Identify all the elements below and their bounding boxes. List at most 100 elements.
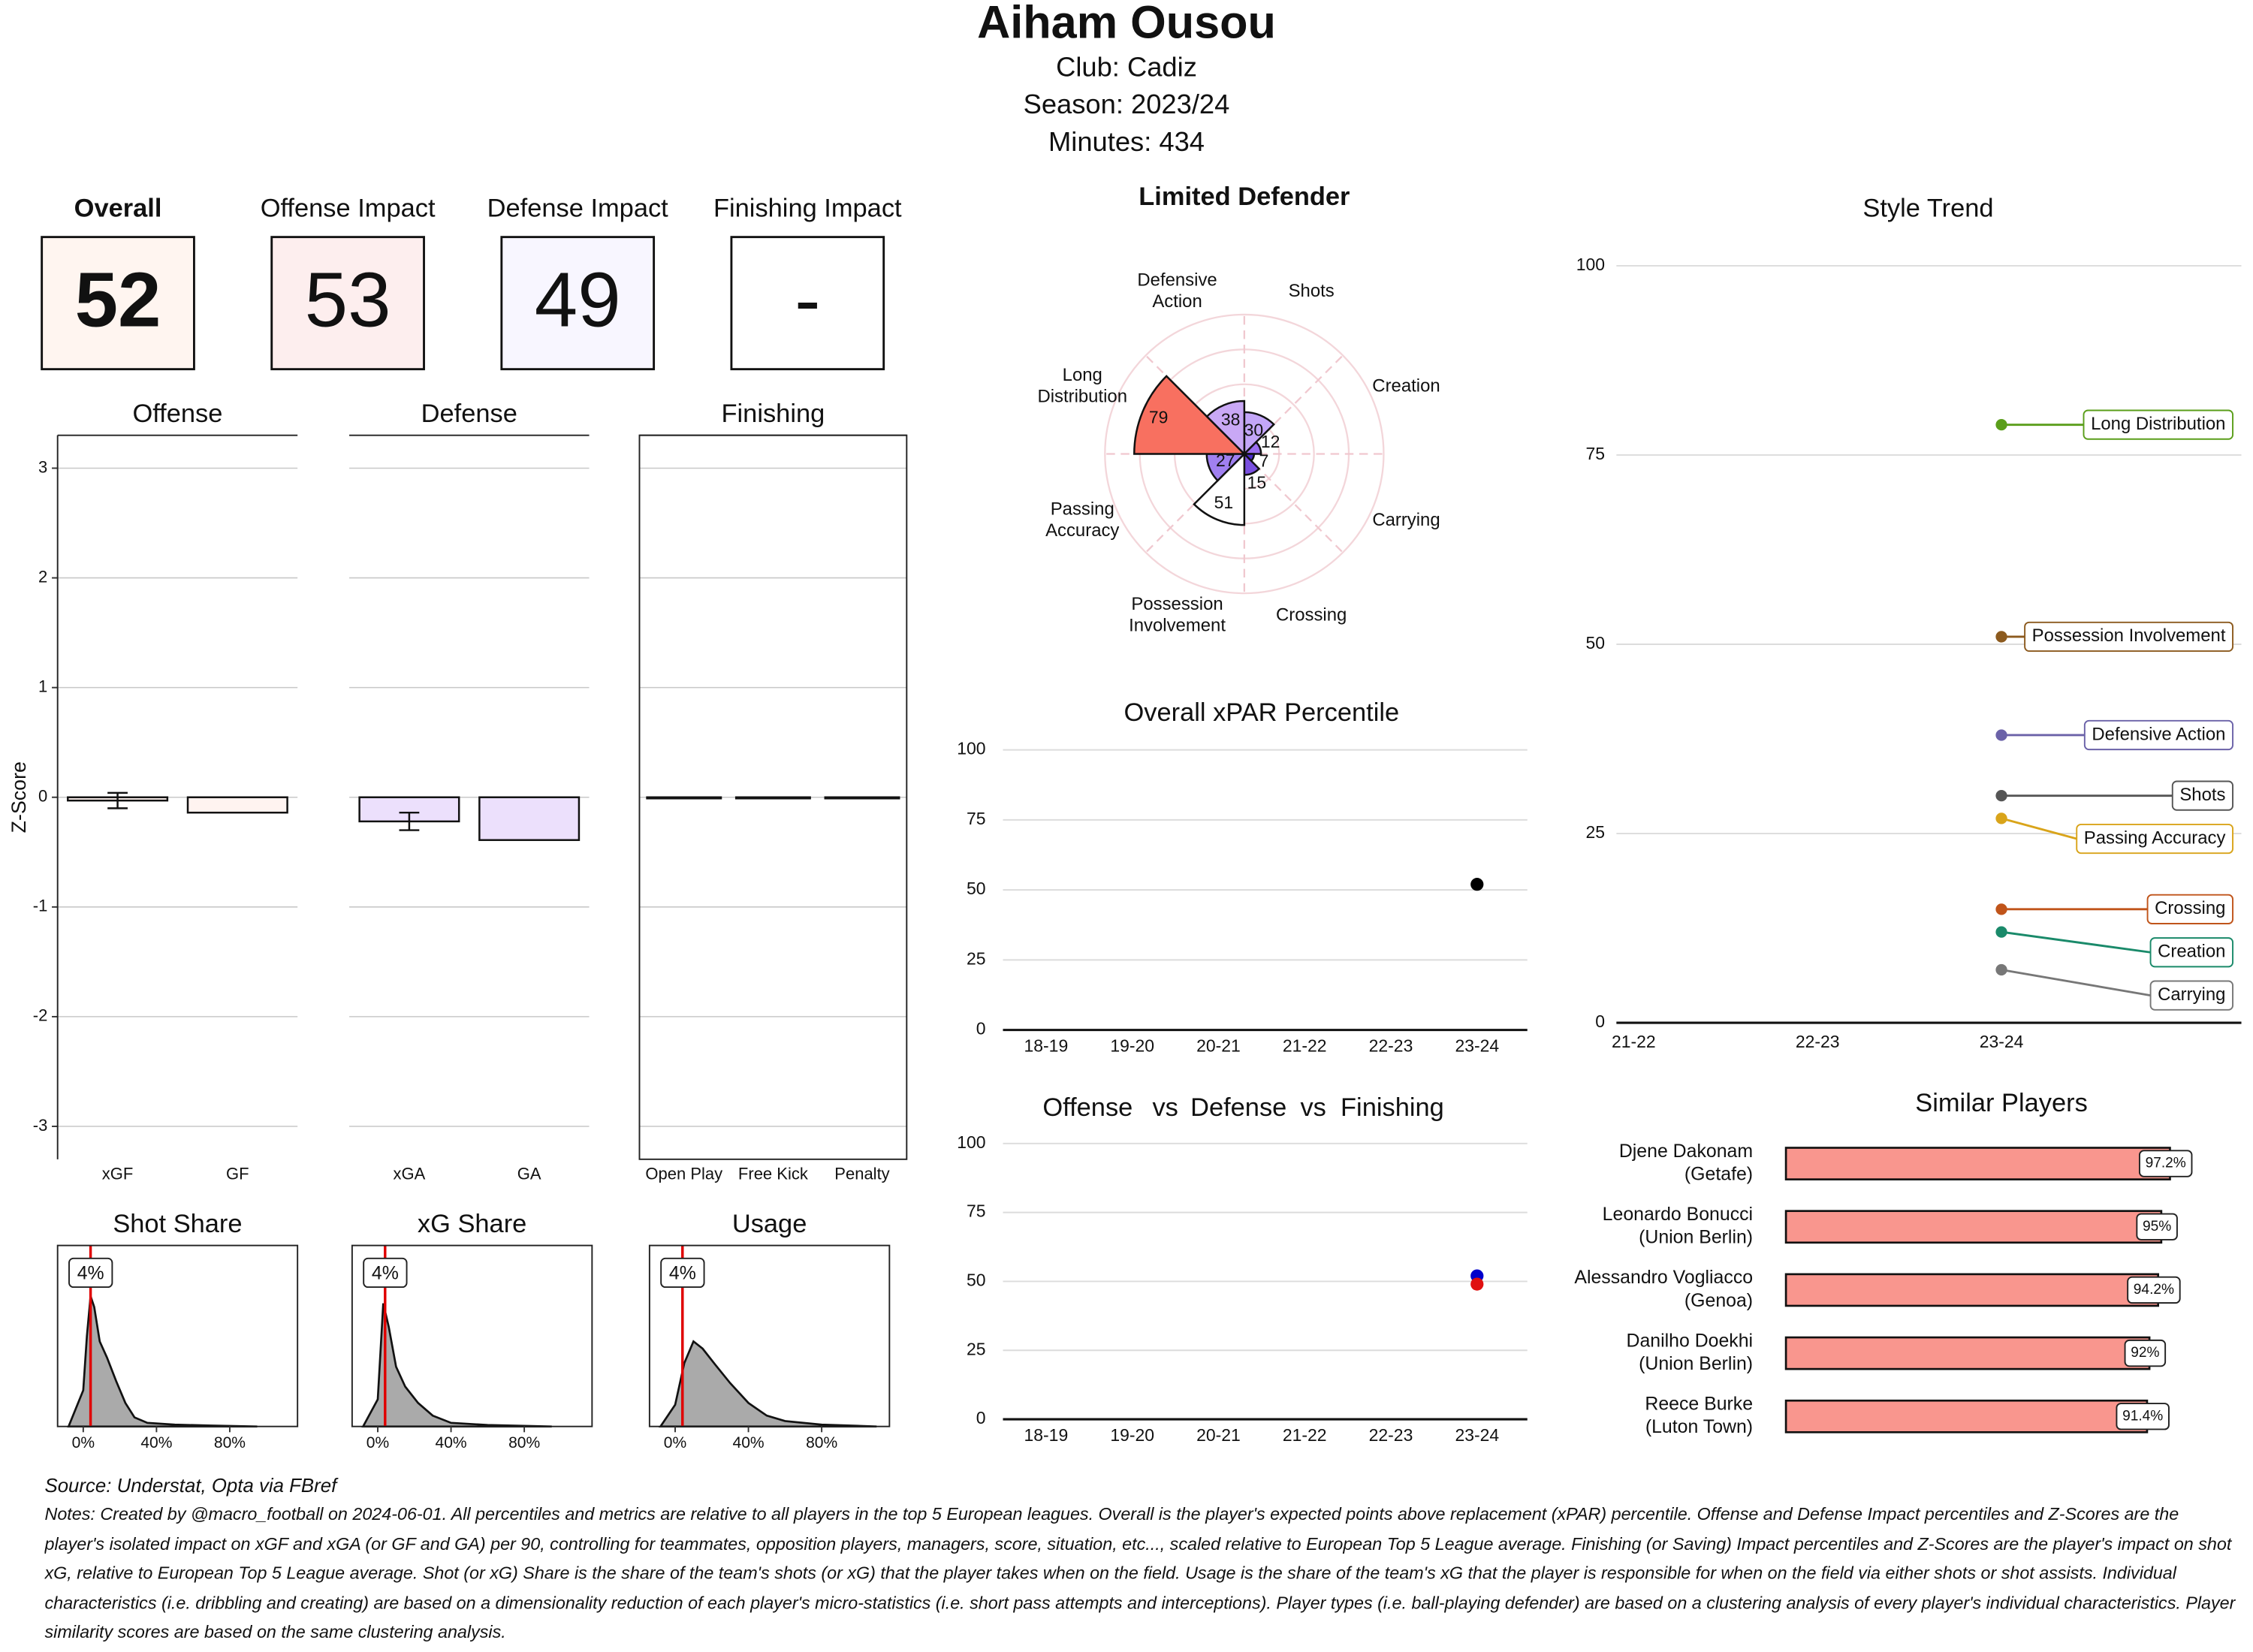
player-name: Djene Dakonam xyxy=(1619,1141,1753,1162)
x-tick-label: 0% xyxy=(366,1434,389,1452)
rose-wedge xyxy=(1241,441,1262,455)
x-tick-label: 80% xyxy=(508,1434,540,1452)
x-tick-label: 22-23 xyxy=(1369,1425,1413,1445)
point xyxy=(1995,903,2007,915)
marker-label-box xyxy=(363,1257,408,1289)
chart-title: Style Trend xyxy=(1862,194,1993,222)
category-label: Shots xyxy=(1289,281,1335,301)
category-label: Passing Accuracy xyxy=(1045,499,1119,541)
panel-border xyxy=(351,1244,593,1427)
minutes-line: Minutes: 434 xyxy=(1048,126,1205,157)
title-separator: vs xyxy=(1152,1093,1178,1122)
x-tick-label: 21-22 xyxy=(1283,1036,1327,1056)
marker-label-box xyxy=(660,1257,705,1289)
facet-title: Offense xyxy=(132,399,222,428)
x-tick-label: 23-24 xyxy=(1455,1036,1499,1056)
x-tick-label: 40% xyxy=(733,1434,765,1452)
player-club: (Getafe) xyxy=(1684,1163,1753,1184)
point xyxy=(1470,1277,1484,1291)
value-label-box xyxy=(2116,1403,2170,1430)
density-area xyxy=(361,1303,552,1427)
player-name: Alessandro Vogliacco xyxy=(1574,1267,1753,1288)
category-label: Possession Involvement xyxy=(1129,594,1226,636)
x-tick-label: 20-21 xyxy=(1196,1425,1241,1445)
marker-label-box xyxy=(68,1257,113,1289)
card-label: Overall xyxy=(74,194,162,222)
panel-title: xG Share xyxy=(418,1210,526,1238)
season-line: Season: 2023/24 xyxy=(1024,89,1230,119)
category-label: Crossing xyxy=(1276,604,1347,625)
bar xyxy=(1784,1399,2149,1433)
bar xyxy=(1784,1273,2159,1307)
spoke xyxy=(1244,354,1344,455)
rose-wedge xyxy=(1133,375,1247,455)
y-tick-label: -3 xyxy=(33,1116,48,1135)
player-name: Aiham Ousou xyxy=(977,0,1276,48)
series-label: Crossing xyxy=(2155,898,2225,918)
y-tick-label: 0 xyxy=(1595,1011,1605,1031)
y-tick-label: 75 xyxy=(1586,444,1606,463)
player-name: Reece Burke xyxy=(1645,1394,1753,1415)
x-tick-label: 80% xyxy=(214,1434,246,1452)
value-label: 38 xyxy=(1221,410,1241,430)
card-label: Finishing Impact xyxy=(713,194,902,222)
y-tick-label: -2 xyxy=(33,1006,48,1025)
density-area xyxy=(658,1340,877,1427)
marker-label: 4% xyxy=(669,1262,696,1283)
x-tick-label: 22-23 xyxy=(1796,1032,1840,1051)
series-label: Possession Involvement xyxy=(2032,626,2226,646)
spoke xyxy=(1244,453,1344,553)
legend-title-entry: Finishing xyxy=(1341,1093,1444,1122)
panel-border xyxy=(56,1244,299,1427)
x-tick-label: GF xyxy=(226,1165,249,1183)
series-label: Creation xyxy=(2158,942,2225,962)
x-tick-label: 22-23 xyxy=(1369,1036,1413,1056)
player-club: (Union Berlin) xyxy=(1639,1353,1753,1374)
value-label: 95% xyxy=(2143,1219,2171,1234)
bar xyxy=(186,796,288,814)
series-label: Long Distribution xyxy=(2091,414,2225,434)
legend-title-entry: Defense xyxy=(1190,1093,1286,1122)
card-box xyxy=(270,236,425,371)
card-value: 52 xyxy=(75,256,161,343)
facet-title: Defense xyxy=(421,399,517,428)
value-label: 51 xyxy=(1214,493,1234,512)
y-tick-label: 0 xyxy=(38,787,47,806)
value-label-box xyxy=(2138,1150,2193,1177)
notes-box: Notes: Created by @macro_football on 202… xyxy=(44,1503,2236,1642)
label-leader xyxy=(2001,930,2151,954)
y-tick-label: 25 xyxy=(967,948,986,968)
card-value: - xyxy=(795,256,820,343)
label-leader xyxy=(2001,817,2077,840)
panel-title: Usage xyxy=(732,1210,807,1238)
bar xyxy=(824,796,900,800)
x-tick-label: Penalty xyxy=(834,1165,889,1183)
category-label: Creation xyxy=(1372,376,1440,396)
series-label: Shots xyxy=(2179,785,2225,805)
y-tick-label: 2 xyxy=(38,567,47,586)
y-tick-label: 100 xyxy=(1576,255,1605,274)
y-tick-label: 100 xyxy=(957,739,985,758)
bar xyxy=(1784,1147,2171,1180)
player-name: Danilho Doekhi xyxy=(1626,1330,1753,1351)
rose-wedge xyxy=(1205,399,1246,457)
x-tick-label: 40% xyxy=(436,1434,467,1452)
x-tick-label: 18-19 xyxy=(1024,1425,1069,1445)
value-label: 97.2% xyxy=(2146,1156,2186,1171)
spoke xyxy=(1145,354,1245,455)
point xyxy=(1995,789,2007,802)
title-separator: vs xyxy=(1300,1093,1326,1122)
label-leader xyxy=(2001,969,2151,997)
chart-title: Limited Defender xyxy=(1139,182,1350,211)
notes: Notes: Created by @macro_football on 202… xyxy=(44,1503,2236,1642)
x-tick-label: 80% xyxy=(806,1434,837,1452)
bar xyxy=(734,796,811,800)
value-label: 30 xyxy=(1244,420,1264,439)
value-label: 94.2% xyxy=(2134,1282,2174,1298)
bar xyxy=(478,796,581,841)
card-box xyxy=(730,236,885,371)
point xyxy=(1995,812,2007,824)
club-line: Club: Cadiz xyxy=(1056,51,1197,82)
value-label: 7 xyxy=(1259,451,1269,470)
x-tick-label: 0% xyxy=(664,1434,686,1452)
